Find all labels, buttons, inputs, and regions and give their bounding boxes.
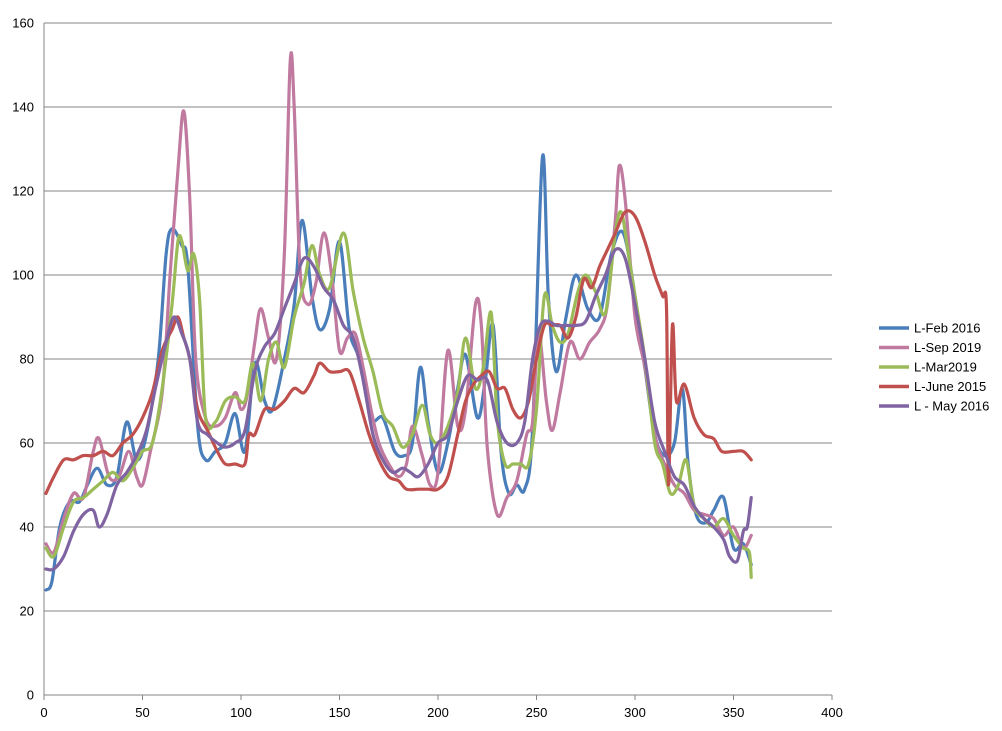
series-line-l-june-2015 bbox=[44, 209, 753, 495]
x-tick-label: 250 bbox=[526, 705, 548, 720]
x-tick-label: 0 bbox=[40, 705, 47, 720]
legend: L-Feb 2016 L-Sep 2019 L-Mar2019 L-June 2015… bbox=[879, 321, 989, 414]
x-tick-label: 150 bbox=[329, 705, 351, 720]
y-axis-tick-labels: 0 20 40 60 80 100 120 140 160 bbox=[12, 16, 34, 703]
legend-label-l-may-2016: L - May 2016 bbox=[914, 399, 989, 414]
x-axis-tick-labels: 0 50 100 150 200 250 300 350 400 bbox=[40, 705, 842, 720]
y-tick-label: 40 bbox=[20, 520, 34, 535]
legend-label-l-mar2019: L-Mar2019 bbox=[914, 360, 977, 375]
legend-label-l-sep-2019: L-Sep 2019 bbox=[914, 340, 981, 355]
y-tick-label: 60 bbox=[20, 436, 34, 451]
series-lines bbox=[44, 51, 753, 592]
x-tick-label: 100 bbox=[230, 705, 252, 720]
series-line-l-sep-2019 bbox=[44, 51, 753, 555]
y-tick-label: 140 bbox=[12, 100, 34, 115]
legend-label-l-feb-2016: L-Feb 2016 bbox=[914, 321, 981, 336]
axes bbox=[43, 23, 833, 700]
y-tick-label: 0 bbox=[27, 688, 34, 703]
legend-label-l-june-2015: L-June 2015 bbox=[914, 379, 986, 394]
y-tick-label: 100 bbox=[12, 268, 34, 283]
x-tick-label: 350 bbox=[723, 705, 745, 720]
y-tick-label: 20 bbox=[20, 604, 34, 619]
x-tick-label: 300 bbox=[624, 705, 646, 720]
x-tick-label: 400 bbox=[821, 705, 843, 720]
x-tick-label: 50 bbox=[135, 705, 149, 720]
series-line-l-may-2016 bbox=[44, 247, 753, 572]
y-tick-label: 160 bbox=[12, 16, 34, 31]
x-tick-label: 200 bbox=[427, 705, 449, 720]
y-tick-label: 80 bbox=[20, 352, 34, 367]
y-tick-label: 120 bbox=[12, 184, 34, 199]
